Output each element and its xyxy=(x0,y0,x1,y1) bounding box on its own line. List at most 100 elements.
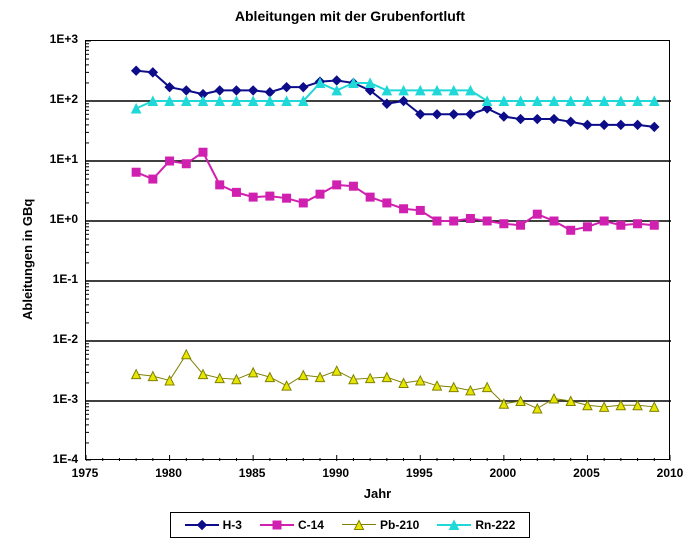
data-point xyxy=(249,193,257,201)
y-tick-label: 1E+1 xyxy=(30,152,78,166)
data-point xyxy=(249,86,258,95)
data-point xyxy=(216,181,224,189)
x-tick-label: 1980 xyxy=(149,466,189,480)
data-point xyxy=(265,373,274,382)
legend-label: H-3 xyxy=(223,518,242,532)
data-point xyxy=(450,217,458,225)
x-tick-label: 2005 xyxy=(566,466,606,480)
data-point xyxy=(332,366,341,375)
y-tick-label: 1E+3 xyxy=(30,32,78,46)
data-point xyxy=(500,220,508,228)
data-point xyxy=(466,110,475,119)
data-point xyxy=(600,120,609,129)
data-point xyxy=(449,110,458,119)
data-point xyxy=(550,217,558,225)
data-point xyxy=(533,115,542,124)
data-point xyxy=(533,210,541,218)
data-point xyxy=(166,157,174,165)
series-line-H-3 xyxy=(136,71,654,127)
data-point xyxy=(332,86,341,95)
x-tick-label: 1990 xyxy=(316,466,356,480)
data-point xyxy=(165,376,174,385)
data-point xyxy=(617,221,625,229)
data-point xyxy=(182,160,190,168)
data-point xyxy=(616,120,625,129)
data-point xyxy=(483,217,491,225)
data-point xyxy=(517,221,525,229)
legend-swatch xyxy=(437,519,471,531)
legend-label: Pb-210 xyxy=(380,518,419,532)
data-point xyxy=(650,122,659,131)
legend-item-H-3: H-3 xyxy=(185,518,242,532)
data-point xyxy=(566,117,575,126)
data-point xyxy=(232,86,241,95)
data-point xyxy=(499,112,508,121)
data-point xyxy=(132,104,141,113)
data-point xyxy=(634,220,642,228)
chart-container: Ableitungen mit der Grubenfortluft Ablei… xyxy=(0,0,700,545)
data-point xyxy=(132,66,141,75)
x-tick-label: 1975 xyxy=(65,466,105,480)
data-point xyxy=(333,181,341,189)
plot-area xyxy=(85,40,670,460)
data-point xyxy=(583,120,592,129)
series-line-Rn-222 xyxy=(136,83,654,109)
data-point xyxy=(416,206,424,214)
data-point xyxy=(132,168,140,176)
data-point xyxy=(282,381,291,390)
data-point xyxy=(483,383,492,392)
y-tick-label: 1E+2 xyxy=(30,92,78,106)
y-tick-label: 1E-1 xyxy=(30,272,78,286)
data-point xyxy=(266,192,274,200)
data-point xyxy=(550,115,559,124)
data-point xyxy=(299,83,308,92)
data-point xyxy=(633,120,642,129)
data-point xyxy=(182,86,191,95)
data-point xyxy=(249,368,258,377)
legend: H-3 C-14 Pb-210 Rn-222 xyxy=(170,512,530,538)
data-point xyxy=(232,188,240,196)
data-point xyxy=(383,199,391,207)
legend-item-C-14: C-14 xyxy=(260,518,324,532)
legend-swatch xyxy=(342,519,376,531)
data-point xyxy=(182,350,191,359)
x-tick-label: 1995 xyxy=(399,466,439,480)
data-point xyxy=(466,215,474,223)
legend-label: Rn-222 xyxy=(475,518,515,532)
y-tick-label: 1E-4 xyxy=(30,452,78,466)
data-point xyxy=(433,110,442,119)
data-point xyxy=(149,175,157,183)
x-tick-label: 1985 xyxy=(232,466,272,480)
x-axis-label: Jahr xyxy=(85,486,670,501)
data-point xyxy=(433,217,441,225)
data-point xyxy=(516,115,525,124)
legend-swatch xyxy=(260,519,294,531)
data-point xyxy=(533,404,542,413)
data-point xyxy=(583,223,591,231)
x-tick-label: 2000 xyxy=(483,466,523,480)
chart-title: Ableitungen mit der Grubenfortluft xyxy=(0,8,700,24)
legend-item-Pb-210: Pb-210 xyxy=(342,518,419,532)
data-point xyxy=(366,193,374,201)
legend-item-Rn-222: Rn-222 xyxy=(437,518,515,532)
x-tick-label: 2010 xyxy=(650,466,690,480)
y-tick-label: 1E+0 xyxy=(30,212,78,226)
data-point xyxy=(282,83,291,92)
data-point xyxy=(215,86,224,95)
data-point xyxy=(400,205,408,213)
y-tick-label: 1E-3 xyxy=(30,392,78,406)
data-point xyxy=(466,386,475,395)
data-point xyxy=(299,199,307,207)
legend-label: C-14 xyxy=(298,518,324,532)
data-point xyxy=(567,226,575,234)
data-point xyxy=(199,148,207,156)
legend-swatch xyxy=(185,519,219,531)
data-point xyxy=(650,221,658,229)
data-point xyxy=(316,190,324,198)
y-tick-label: 1E-2 xyxy=(30,332,78,346)
data-point xyxy=(600,217,608,225)
data-point xyxy=(332,76,341,85)
data-point xyxy=(283,194,291,202)
data-point xyxy=(349,182,357,190)
series-line-C-14 xyxy=(136,152,654,230)
